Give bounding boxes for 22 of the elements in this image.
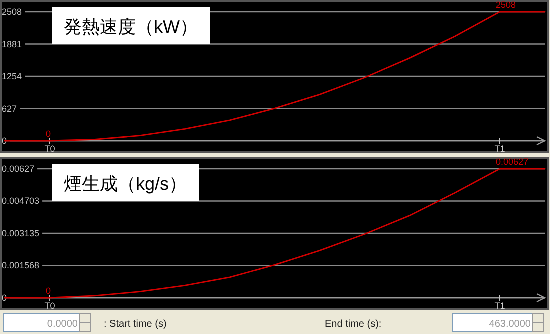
- x-tick-label: T0: [44, 301, 56, 311]
- y-tick-label: 2508: [2, 7, 22, 17]
- annotation: 0.00627: [496, 157, 529, 167]
- text: End time (s):: [325, 319, 382, 330]
- annotation: 0: [46, 129, 52, 139]
- text: : Start time (s): [104, 319, 167, 330]
- chart-title: 煙生成（kg/s）: [64, 174, 188, 194]
- y-tick-label: 0.004703: [2, 196, 40, 206]
- text: 463.0000: [489, 319, 532, 330]
- chart-title: 発熱速度（kW）: [64, 17, 198, 37]
- y-tick-label: 0.001568: [2, 260, 40, 271]
- x-tick-label: T0: [44, 144, 56, 154]
- y-tick-label: 1254: [2, 72, 22, 82]
- text: 0.0000: [47, 319, 78, 330]
- y-tick-label: 627: [2, 104, 18, 114]
- y-tick-label: 0.003135: [2, 228, 40, 238]
- x-tick-label: T1: [494, 301, 506, 311]
- y-tick-label: 0.00627: [2, 164, 35, 174]
- annotation: 2508: [496, 0, 516, 10]
- annotation: 0: [46, 286, 52, 296]
- y-tick-label: 1881: [2, 39, 22, 50]
- x-tick-label: T1: [494, 144, 506, 154]
